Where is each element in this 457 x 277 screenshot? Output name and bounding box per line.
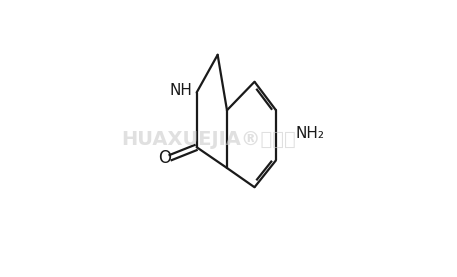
- Text: O: O: [158, 149, 171, 167]
- Text: NH: NH: [170, 83, 193, 98]
- Text: HUAXUEJIA®化学加: HUAXUEJIA®化学加: [121, 130, 296, 149]
- Text: NH₂: NH₂: [296, 126, 324, 141]
